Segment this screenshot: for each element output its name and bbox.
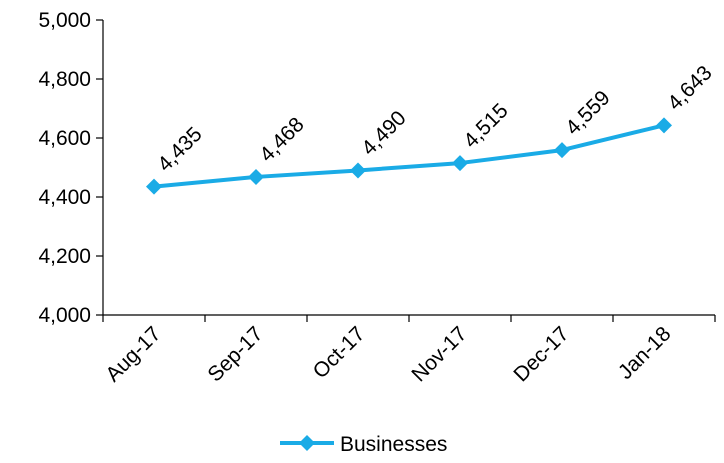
y-tick-label: 5,000	[38, 9, 91, 32]
data-label: 4,435	[153, 123, 206, 176]
y-tick-label: 4,200	[38, 245, 91, 268]
x-tick-label: Nov-17	[407, 322, 471, 386]
data-point-marker	[452, 155, 468, 172]
x-tick-label: Oct-17	[309, 322, 370, 383]
y-tick-label: 4,600	[38, 127, 91, 150]
x-tick-label: Aug-17	[101, 322, 165, 386]
data-point-marker	[248, 168, 264, 185]
legend-label-businesses: Businesses	[340, 433, 447, 456]
series-businesses	[146, 117, 672, 195]
series-line	[153, 123, 665, 189]
data-label: 4,559	[561, 86, 614, 139]
legend: Businesses	[280, 433, 447, 456]
data-label: 4,515	[459, 99, 512, 152]
y-tick-label: 4,000	[38, 304, 91, 327]
x-axis-ticks: Aug-17 Sep-17 Oct-17 Nov-17 Dec-17 Jan-18	[101, 315, 716, 386]
data-label: 4,643	[663, 61, 716, 114]
y-tick-label: 4,400	[38, 186, 91, 209]
data-point-marker	[350, 162, 366, 179]
data-label: 4,490	[357, 107, 410, 160]
x-tick-label: Sep-17	[203, 322, 267, 386]
data-point-marker	[554, 142, 570, 159]
legend-marker-swatch	[299, 435, 315, 451]
data-point-marker	[656, 117, 672, 134]
data-label: 4,468	[255, 113, 308, 166]
data-labels: 4,435 4,468 4,490 4,515 4,559 4,643	[153, 61, 716, 176]
x-tick-label: Dec-17	[509, 322, 573, 386]
x-tick-label: Jan-18	[614, 322, 676, 384]
y-axis-ticks: 4,000 4,200 4,400 4,600 4,800 5,000	[38, 9, 103, 327]
y-tick-label: 4,800	[38, 68, 91, 91]
data-point-marker	[146, 178, 162, 195]
